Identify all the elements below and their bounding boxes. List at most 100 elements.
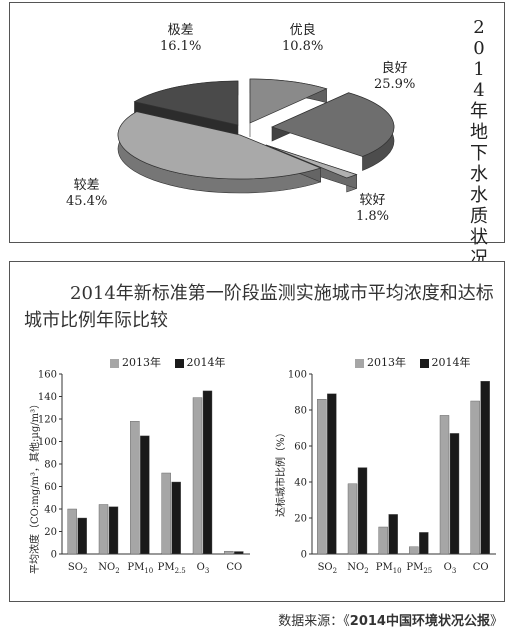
ratio-y-tick-label: 20 [294,514,307,525]
ratio-x-tick-label: O3 [444,562,457,575]
legend-swatch-2013 [355,358,364,368]
legend-swatch-2013 [110,358,119,368]
pie-title-char: 4 [473,80,485,101]
air-quality-panel: 2014年新标准第一阶段监测实施城市平均浓度和达标城市比例年际比较 2013年 … [9,261,505,602]
ratio-x-tick-label: PM10 [376,562,402,575]
legend-right-2014: 2014年 [419,356,471,369]
conc-y-tick-label: 160 [38,370,57,381]
pie-slice-top [265,144,358,179]
pie-title-char: 下 [470,143,488,164]
legend-left-2014-label: 2014年 [186,356,226,369]
pie-slice-良好 [271,92,395,171]
pie-label-youliang: 优良 10.8% [282,23,323,55]
pie-title-char: 质 [470,206,488,227]
ratio-bar-PM2.5-2013年 [409,546,419,555]
pie-title-char: 水 [470,185,488,206]
conc-bar-SO2-2014年 [77,517,87,555]
ratio-bar-CO-2013年 [470,400,480,555]
pie-title-char: 水 [470,164,488,185]
conc-bar-O3-2013年 [192,397,203,555]
pie-label-jiaocha-value: 45.4% [66,194,108,209]
legend-left: 2013年 2014年 [110,354,236,370]
pie-title-char: 地 [470,122,488,143]
conc-x-tick-label: PM10 [127,562,153,575]
pie-label-lianghao: 良好 25.9% [374,61,415,93]
pie-title-char: 状 [470,227,488,248]
conc-x-tick-label: SO2 [68,562,88,575]
legend-swatch-2014 [419,358,429,368]
source-open-quote: 《 [343,614,350,629]
pie-label-jiaohao-name: 较好 [359,193,386,208]
conc-y-tick-label: 100 [38,437,57,448]
pie-label-jiaohao-value: 1.8% [356,209,390,224]
legend-right-2013: 2013年 [355,356,406,369]
conc-y-tick-label: 80 [44,460,57,471]
pie-label-lianghao-name: 良好 [381,61,408,76]
pie-label-youliang-value: 10.8% [282,39,324,54]
conc-bar-CO-2014年 [234,551,244,555]
pie-title-char: 0 [473,38,485,59]
source-close-quote: 》 [489,614,503,629]
conc-bar-SO2-2013年 [67,508,77,555]
conc-y-tick-label: 0 [51,550,57,561]
legend-swatch-2014 [174,358,184,368]
source-prefix: 数据来源： [278,614,344,629]
ratio-bar-SO2-2014年 [327,393,337,555]
conc-bar-NO2-2014年 [108,506,119,555]
conc-bar-PM10-2014年 [140,435,150,555]
conc-bar-PM10-2013年 [130,421,140,555]
conc-bar-PM2.5-2014年 [171,481,181,555]
conc-x-tick-label: O3 [197,562,210,575]
ratio-y-tick-label: 80 [294,406,307,417]
pie-slice-top [133,80,239,126]
pie-label-jicha-value: 16.1% [160,39,202,54]
legend-left-2013-label: 2013年 [122,356,161,369]
conc-bar-CO-2013年 [224,550,234,555]
ratio-x-tick-label: PM25 [406,562,432,575]
legend-right-2014-label: 2014年 [431,356,471,369]
legend-left-2013: 2013年 [110,356,161,369]
groundwater-quality-panel: 极差 16.1% 优良 10.8% 良好 25.9% 较好 1.8% 较差 45… [9,2,505,269]
conc-bar-PM2.5-2013年 [161,472,171,555]
conc-bar-NO2-2013年 [98,504,109,555]
pie-slice-top [249,78,328,124]
ratio-bar-O3-2014年 [449,433,460,555]
conc-y-tick-label: 120 [38,415,57,426]
conc-bar-O3-2014年 [202,390,213,555]
ratio-y-tick-label: 0 [301,550,307,561]
pie-title-char: 1 [473,59,485,80]
ratio-bar-PM2.5-2014年 [419,532,429,555]
conc-x-tick-label: CO [226,562,242,573]
ratio-bar-NO2-2014年 [357,467,368,555]
pie-label-jiaocha-name: 较差 [73,178,100,193]
pie-label-jiaocha: 较差 45.4% [66,178,107,210]
ratio-y-tick-label: 40 [294,478,307,489]
conc-x-tick-label: PM2.5 [158,562,186,575]
ratio-y-tick-label: 100 [288,370,307,381]
ratio-bar-PM10-2013年 [378,526,388,555]
concentration-bar-chart: 0 20 40 60 80 100 120 140 160 SO2 NO2 PM10 PM2.5 O3 CO [38,370,250,575]
ratio-bar-NO2-2013年 [347,483,358,555]
bar-panel-title: 2014年新标准第一阶段监测实施城市平均浓度和达标城市比例年际比较 [24,283,494,331]
conc-y-tick-label: 60 [44,482,57,493]
ratio-bar-PM10-2014年 [388,514,398,555]
pie-label-jiaohao: 较好 1.8% [356,193,389,225]
conc-x-tick-label: NO2 [98,562,119,575]
conc-y-tick-label: 20 [44,527,57,538]
source-publication: 2014中国环境状况公报 [349,614,490,629]
ratio-x-tick-label: CO [473,562,489,573]
conc-y-tick-label: 40 [44,505,57,516]
pie-slice-较差 [117,111,322,194]
conc-y-tick-label: 140 [38,392,57,403]
groundwater-pie-chart [117,78,395,194]
ratio-bar-O3-2013年 [439,415,450,555]
legend-right-2013-label: 2013年 [367,356,406,369]
pie-slice-top [271,92,395,157]
ratio-x-tick-label: NO2 [347,562,368,575]
pie-slice-top [117,111,322,180]
pie-label-lianghao-value: 25.9% [374,77,416,92]
compliance-ratio-bar-chart: 0 20 40 60 80 100 SO2 NO2 PM10 PM25 O3 CO [288,370,496,575]
ratio-y-tick-label: 60 [294,442,307,453]
data-source-note: 数据来源：《2014中国环境状况公报》 [278,610,503,629]
